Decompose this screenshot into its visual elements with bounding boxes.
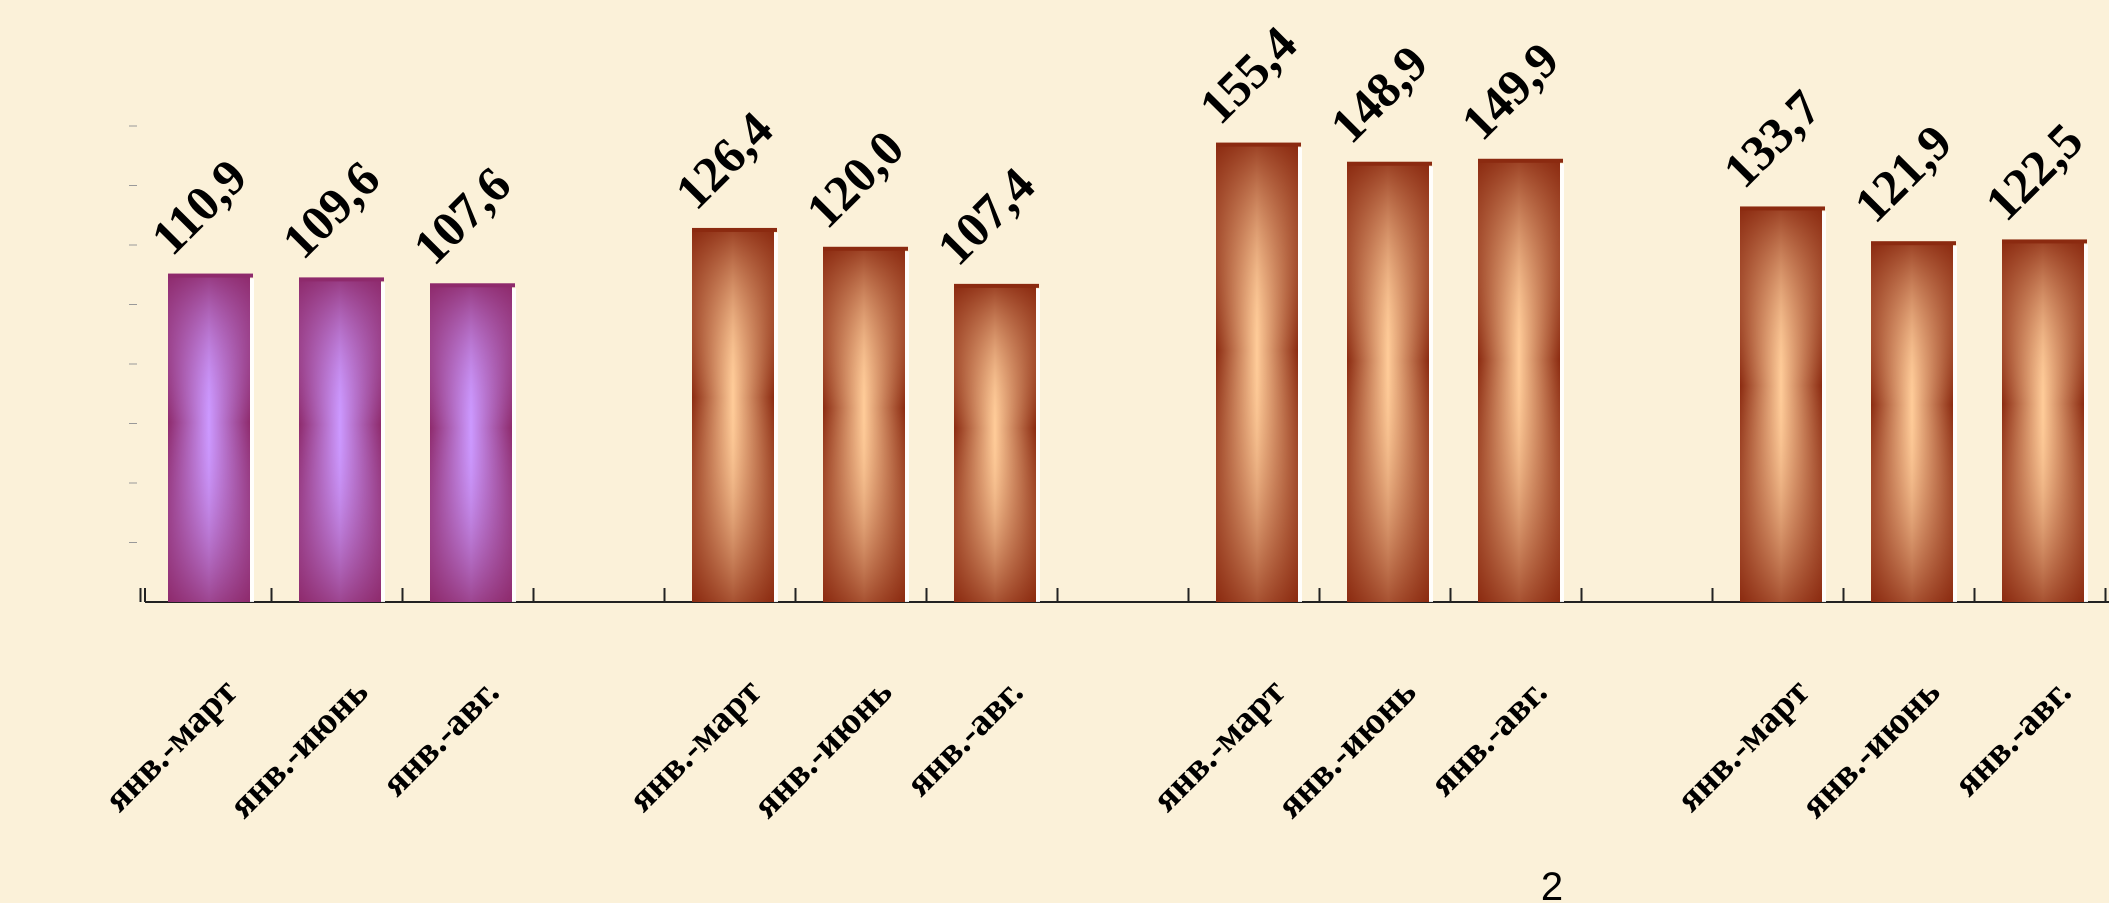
bar-top xyxy=(299,277,384,282)
category-label: янв.-авг. xyxy=(1422,671,1556,805)
category-label: янв.-авг. xyxy=(1946,671,2080,805)
bar-top xyxy=(2002,239,2087,244)
value-label: 107,4 xyxy=(926,156,1045,275)
bar-shade xyxy=(299,279,381,602)
bar-shade xyxy=(823,248,905,602)
page-number: 2 xyxy=(1541,865,1563,903)
bar-top xyxy=(1347,161,1432,166)
bar-top xyxy=(1478,158,1563,163)
category-label: янв.-июнь xyxy=(745,671,901,827)
bar-top xyxy=(168,273,253,278)
bar-shade xyxy=(2002,241,2084,602)
value-label: 121,9 xyxy=(1843,114,1962,233)
bar-shade xyxy=(692,229,774,603)
bar-shade xyxy=(1216,144,1298,603)
bar-shade xyxy=(954,285,1036,602)
value-label: 110,9 xyxy=(140,148,257,265)
bar-shade xyxy=(430,285,512,602)
value-label: 133,7 xyxy=(1712,79,1831,198)
category-label: янв.-авг. xyxy=(374,671,508,805)
bar-shade xyxy=(1871,243,1953,602)
bar-shade xyxy=(1740,208,1822,603)
value-label: 120,0 xyxy=(795,119,914,238)
bar-shade xyxy=(168,275,250,602)
value-label: 107,6 xyxy=(402,156,521,275)
value-label: 148,9 xyxy=(1319,34,1438,153)
bar-top xyxy=(1871,241,1956,246)
bar-top xyxy=(954,283,1039,288)
category-label: янв.-июнь xyxy=(1793,671,1949,827)
value-label: 155,4 xyxy=(1188,15,1307,134)
bar-top xyxy=(1740,206,1825,211)
bars-layer xyxy=(168,142,2088,603)
category-label: янв.-июнь xyxy=(1269,671,1425,827)
bar-top xyxy=(692,227,777,232)
bar-top xyxy=(823,246,908,251)
bar-shade xyxy=(1478,160,1560,602)
category-label: янв.-июнь xyxy=(221,671,377,827)
category-label: янв.-авг. xyxy=(898,671,1032,805)
value-label: 149,9 xyxy=(1450,31,1569,150)
value-label: 126,4 xyxy=(664,101,783,220)
bar-top xyxy=(1216,142,1301,147)
bar-top xyxy=(430,283,515,288)
value-label: 122,5 xyxy=(1974,112,2093,231)
bar-shade xyxy=(1347,163,1429,603)
value-label: 109,6 xyxy=(271,150,390,269)
